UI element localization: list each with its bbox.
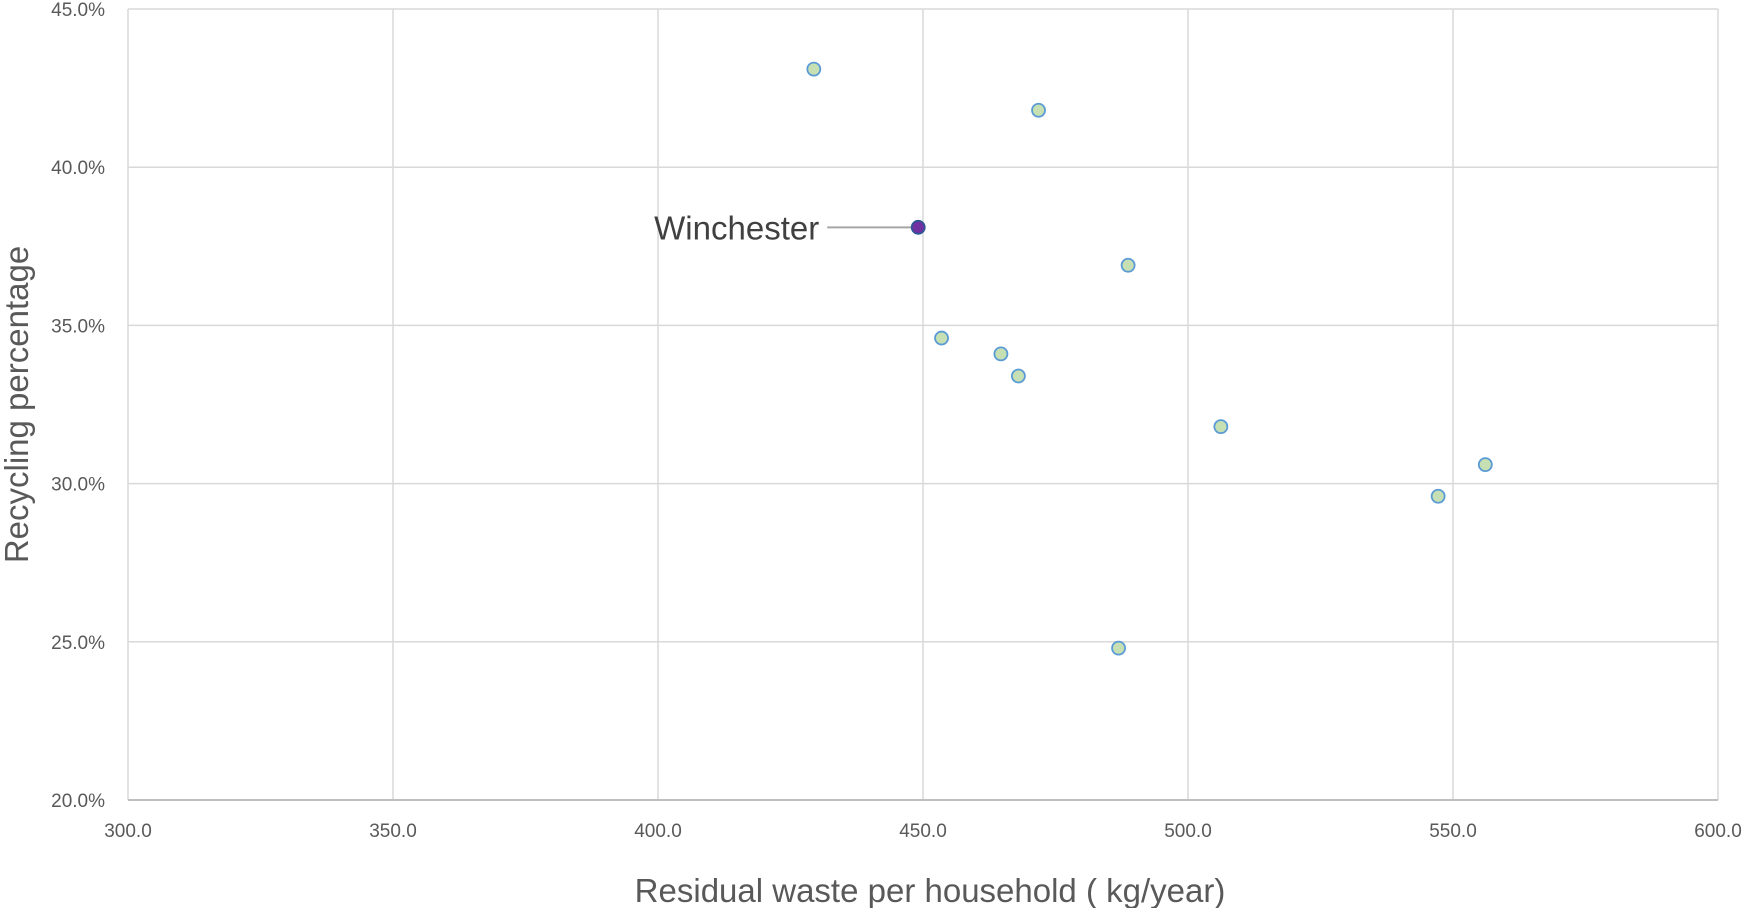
data-point [1430, 488, 1446, 504]
y-axis-title: Recycling percentage [0, 246, 35, 563]
x-tick-label: 600.0 [1694, 821, 1742, 842]
point-annotation-label: Winchester [654, 209, 819, 246]
data-points [806, 61, 1493, 656]
x-tick-label: 350.0 [369, 821, 417, 842]
data-point [1477, 457, 1493, 473]
data-point [934, 330, 949, 346]
data-point [1031, 102, 1046, 118]
data-point [993, 346, 1009, 362]
data-point [1213, 419, 1229, 435]
y-tick-label: 40.0% [51, 158, 105, 179]
x-axis-title: Residual waste per household ( kg/year) [635, 872, 1226, 908]
y-tick-label: 30.0% [51, 475, 105, 496]
data-point [1120, 257, 1136, 273]
data-point [1011, 368, 1026, 384]
data-point [806, 61, 822, 77]
x-tick-label: 500.0 [1164, 821, 1212, 842]
y-tick-label: 20.0% [51, 791, 105, 812]
y-tick-label: 35.0% [51, 316, 105, 337]
y-tick-label: 25.0% [51, 633, 105, 654]
tick-labels: 300.0 350.0 400.0 450.0 500.0 550.0 600.0 20.0%… [51, 0, 1742, 842]
x-tick-label: 300.0 [104, 821, 152, 842]
x-tick-label: 450.0 [899, 821, 947, 842]
x-tick-label: 550.0 [1429, 821, 1477, 842]
highlighted-data-point [910, 219, 926, 235]
gridlines [127, 8, 1719, 800]
annotations: Winchester [654, 209, 912, 246]
data-point [1111, 640, 1126, 656]
y-tick-label: 45.0% [51, 0, 105, 21]
x-tick-label: 400.0 [634, 821, 682, 842]
